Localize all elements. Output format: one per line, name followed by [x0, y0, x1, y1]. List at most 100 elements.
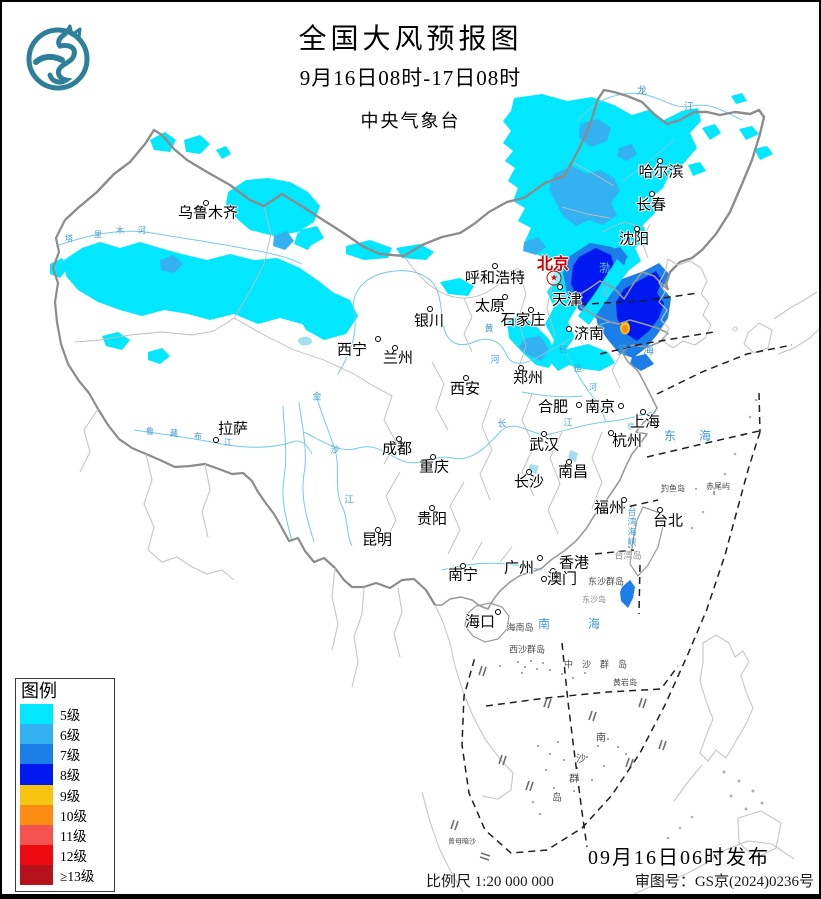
city-label-天津: 天津	[551, 292, 583, 309]
city-dot	[375, 336, 381, 342]
river-label: 运	[574, 364, 582, 373]
coastline	[435, 271, 669, 610]
river-label: 长	[497, 418, 507, 429]
legend-item: ≥13级	[20, 865, 114, 886]
city-dot	[463, 375, 469, 381]
license-text: 审图号：GS京(2024)0236号	[634, 874, 814, 890]
capital-label: 北京	[536, 256, 570, 273]
sea-label-渤海: 渤海	[597, 262, 610, 310]
river-label: 江	[684, 102, 694, 113]
river-label: 江	[344, 494, 354, 505]
city-dot	[640, 409, 646, 415]
city-dot	[566, 459, 572, 465]
island-label: 钓鱼岛	[661, 484, 685, 493]
city-label-哈尔滨: 哈尔滨	[638, 164, 684, 181]
city-label-南宁: 南宁	[447, 567, 479, 584]
scs-island-dots	[499, 488, 715, 792]
capital-star-marker: ★	[546, 270, 562, 286]
city-label-杭州: 杭州	[611, 433, 643, 450]
river-label: 里	[94, 230, 102, 239]
city-label-西安: 西安	[449, 381, 481, 398]
city-label-澳门: 澳门	[546, 571, 578, 588]
city-dot	[541, 576, 547, 582]
city-dot	[550, 568, 556, 574]
city-dot	[657, 158, 663, 164]
legend-swatch	[20, 804, 53, 825]
river-label: 龙	[637, 86, 647, 97]
city-label-贵阳: 贵阳	[416, 511, 448, 528]
river-label: 沙	[330, 444, 340, 455]
legend-item: 8级	[20, 764, 114, 785]
issue-time: 09月16日06时发布	[588, 847, 770, 869]
city-label-石家庄: 石家庄	[500, 312, 546, 329]
city-label-乌鲁木齐: 乌鲁木齐	[177, 205, 239, 222]
river-label: 木	[116, 226, 124, 235]
wind-area-level5-channel	[578, 259, 629, 325]
city-label-海口: 海口	[464, 614, 496, 631]
legend-item-label: 7级	[60, 748, 81, 764]
city-label-银川: 银川	[413, 313, 445, 330]
city-label-福州: 福州	[593, 500, 625, 517]
river-label: 塔	[65, 234, 73, 243]
city-label-上海: 上海	[629, 414, 661, 431]
island-label: 东沙群岛	[587, 576, 625, 587]
sea-label-黄海: 黄海	[617, 344, 669, 357]
city-label-合肥: 合肥	[537, 399, 569, 416]
province-borders	[74, 161, 651, 563]
legend-item: 5级	[20, 703, 114, 724]
city-label-太原: 太原	[474, 298, 506, 315]
city-label-沈阳: 沈阳	[618, 231, 650, 248]
legend-title: 图例	[21, 681, 57, 701]
legend-swatch	[20, 703, 53, 724]
country-border-south	[51, 219, 436, 606]
legend-item-label: 12级	[60, 849, 87, 865]
river-label: 鲁	[146, 427, 154, 436]
island-label: 群	[569, 774, 579, 785]
city-dot	[429, 505, 435, 511]
scs-reef-ticks	[450, 665, 667, 861]
city-dot	[396, 436, 402, 442]
city-dot	[541, 431, 547, 437]
legend-item: 11级	[20, 824, 114, 846]
island-label: 南	[596, 733, 606, 744]
island-label: 赤尾屿	[706, 482, 730, 491]
map-meta-row: 比例尺 1:20 000 000 审图号：GS京(2024)0236号	[426, 870, 814, 891]
city-label-长沙: 长沙	[513, 474, 545, 491]
city-dot	[375, 527, 381, 533]
page-title: 全国大风预报图	[298, 24, 523, 55]
city-dot	[537, 555, 543, 561]
cma-logo-icon	[26, 24, 90, 91]
city-label-兰州: 兰州	[382, 350, 414, 367]
city-dot	[495, 609, 501, 615]
river-label: 黄	[484, 323, 494, 334]
city-label-长春: 长春	[635, 197, 667, 214]
legend-swatch	[20, 865, 53, 886]
river-label: 杭	[559, 345, 567, 354]
river-label: 河	[589, 383, 597, 392]
sea-label-东海: 东海	[663, 429, 735, 443]
legend-swatch	[20, 764, 53, 785]
city-dot	[621, 497, 627, 503]
wind-area-level10	[622, 325, 628, 333]
city-label-成都: 成都	[381, 441, 413, 458]
city-label-台北: 台北	[652, 513, 684, 530]
agency-name: 中央气象台	[360, 111, 461, 131]
legend-box: 图例 5级 6级 7级 8级 9级 10级 11级 12级 ≥13级	[15, 678, 115, 892]
foreign-island-specks	[531, 398, 764, 840]
legend-swatch	[20, 723, 53, 745]
foreign-outlines	[79, 258, 819, 894]
river-label: 布	[194, 432, 202, 441]
city-dot	[492, 263, 498, 269]
city-dot	[213, 437, 219, 443]
scale-text: 比例尺 1:20 000 000	[426, 874, 554, 890]
city-dot	[566, 326, 572, 332]
river-label: 河	[490, 354, 500, 365]
city-dot	[427, 306, 433, 312]
city-dot	[618, 403, 624, 409]
city-dot	[608, 430, 614, 436]
city-dot	[576, 402, 582, 408]
city-label-昆明: 昆明	[361, 532, 393, 549]
city-dot	[460, 563, 466, 569]
